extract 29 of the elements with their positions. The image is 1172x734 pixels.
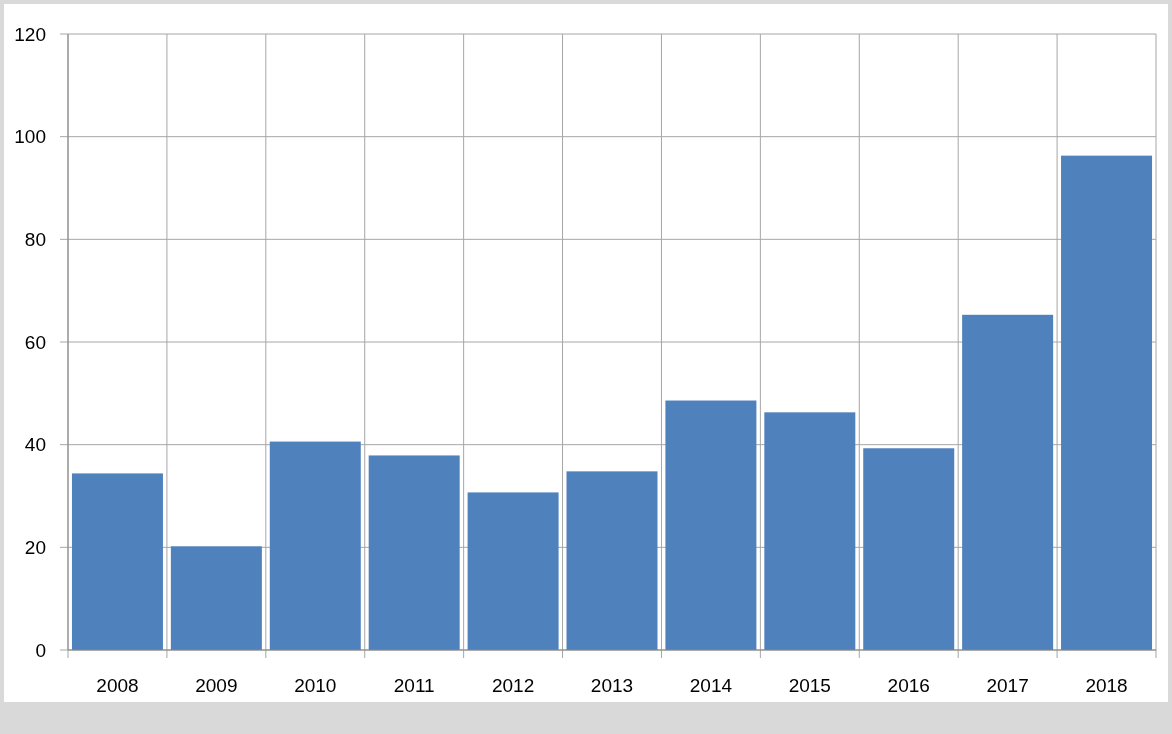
y-tick-label: 100 xyxy=(14,126,46,148)
x-tick-label: 2009 xyxy=(195,674,238,696)
y-tick-label: 0 xyxy=(35,639,46,661)
bar xyxy=(566,471,658,650)
x-tick-label: 2016 xyxy=(887,674,930,696)
bar xyxy=(962,314,1054,650)
bar xyxy=(1061,155,1153,650)
x-tick-label: 2008 xyxy=(96,674,139,696)
x-tick-label: 2015 xyxy=(788,674,831,696)
y-tick-label: 80 xyxy=(24,228,46,250)
bar xyxy=(368,455,460,650)
bar xyxy=(269,441,361,650)
bar xyxy=(764,412,856,650)
bar xyxy=(71,473,163,650)
x-tick-label: 2012 xyxy=(491,674,535,696)
y-tick-label: 40 xyxy=(24,434,46,456)
x-tick-label: 2013 xyxy=(590,674,634,696)
y-tick-label: 60 xyxy=(24,331,46,353)
bar xyxy=(467,492,559,650)
y-tick-label: 20 xyxy=(24,536,46,558)
x-tick-label: 2018 xyxy=(1085,674,1128,696)
bar xyxy=(170,546,262,650)
y-tick-label: 120 xyxy=(14,23,46,45)
bar xyxy=(863,448,955,650)
x-tick-label: 2010 xyxy=(294,674,337,696)
x-tick-label: 2011 xyxy=(393,674,435,696)
x-tick-label: 2017 xyxy=(986,674,1029,696)
bar xyxy=(665,400,757,650)
x-tick-label: 2014 xyxy=(689,674,733,696)
